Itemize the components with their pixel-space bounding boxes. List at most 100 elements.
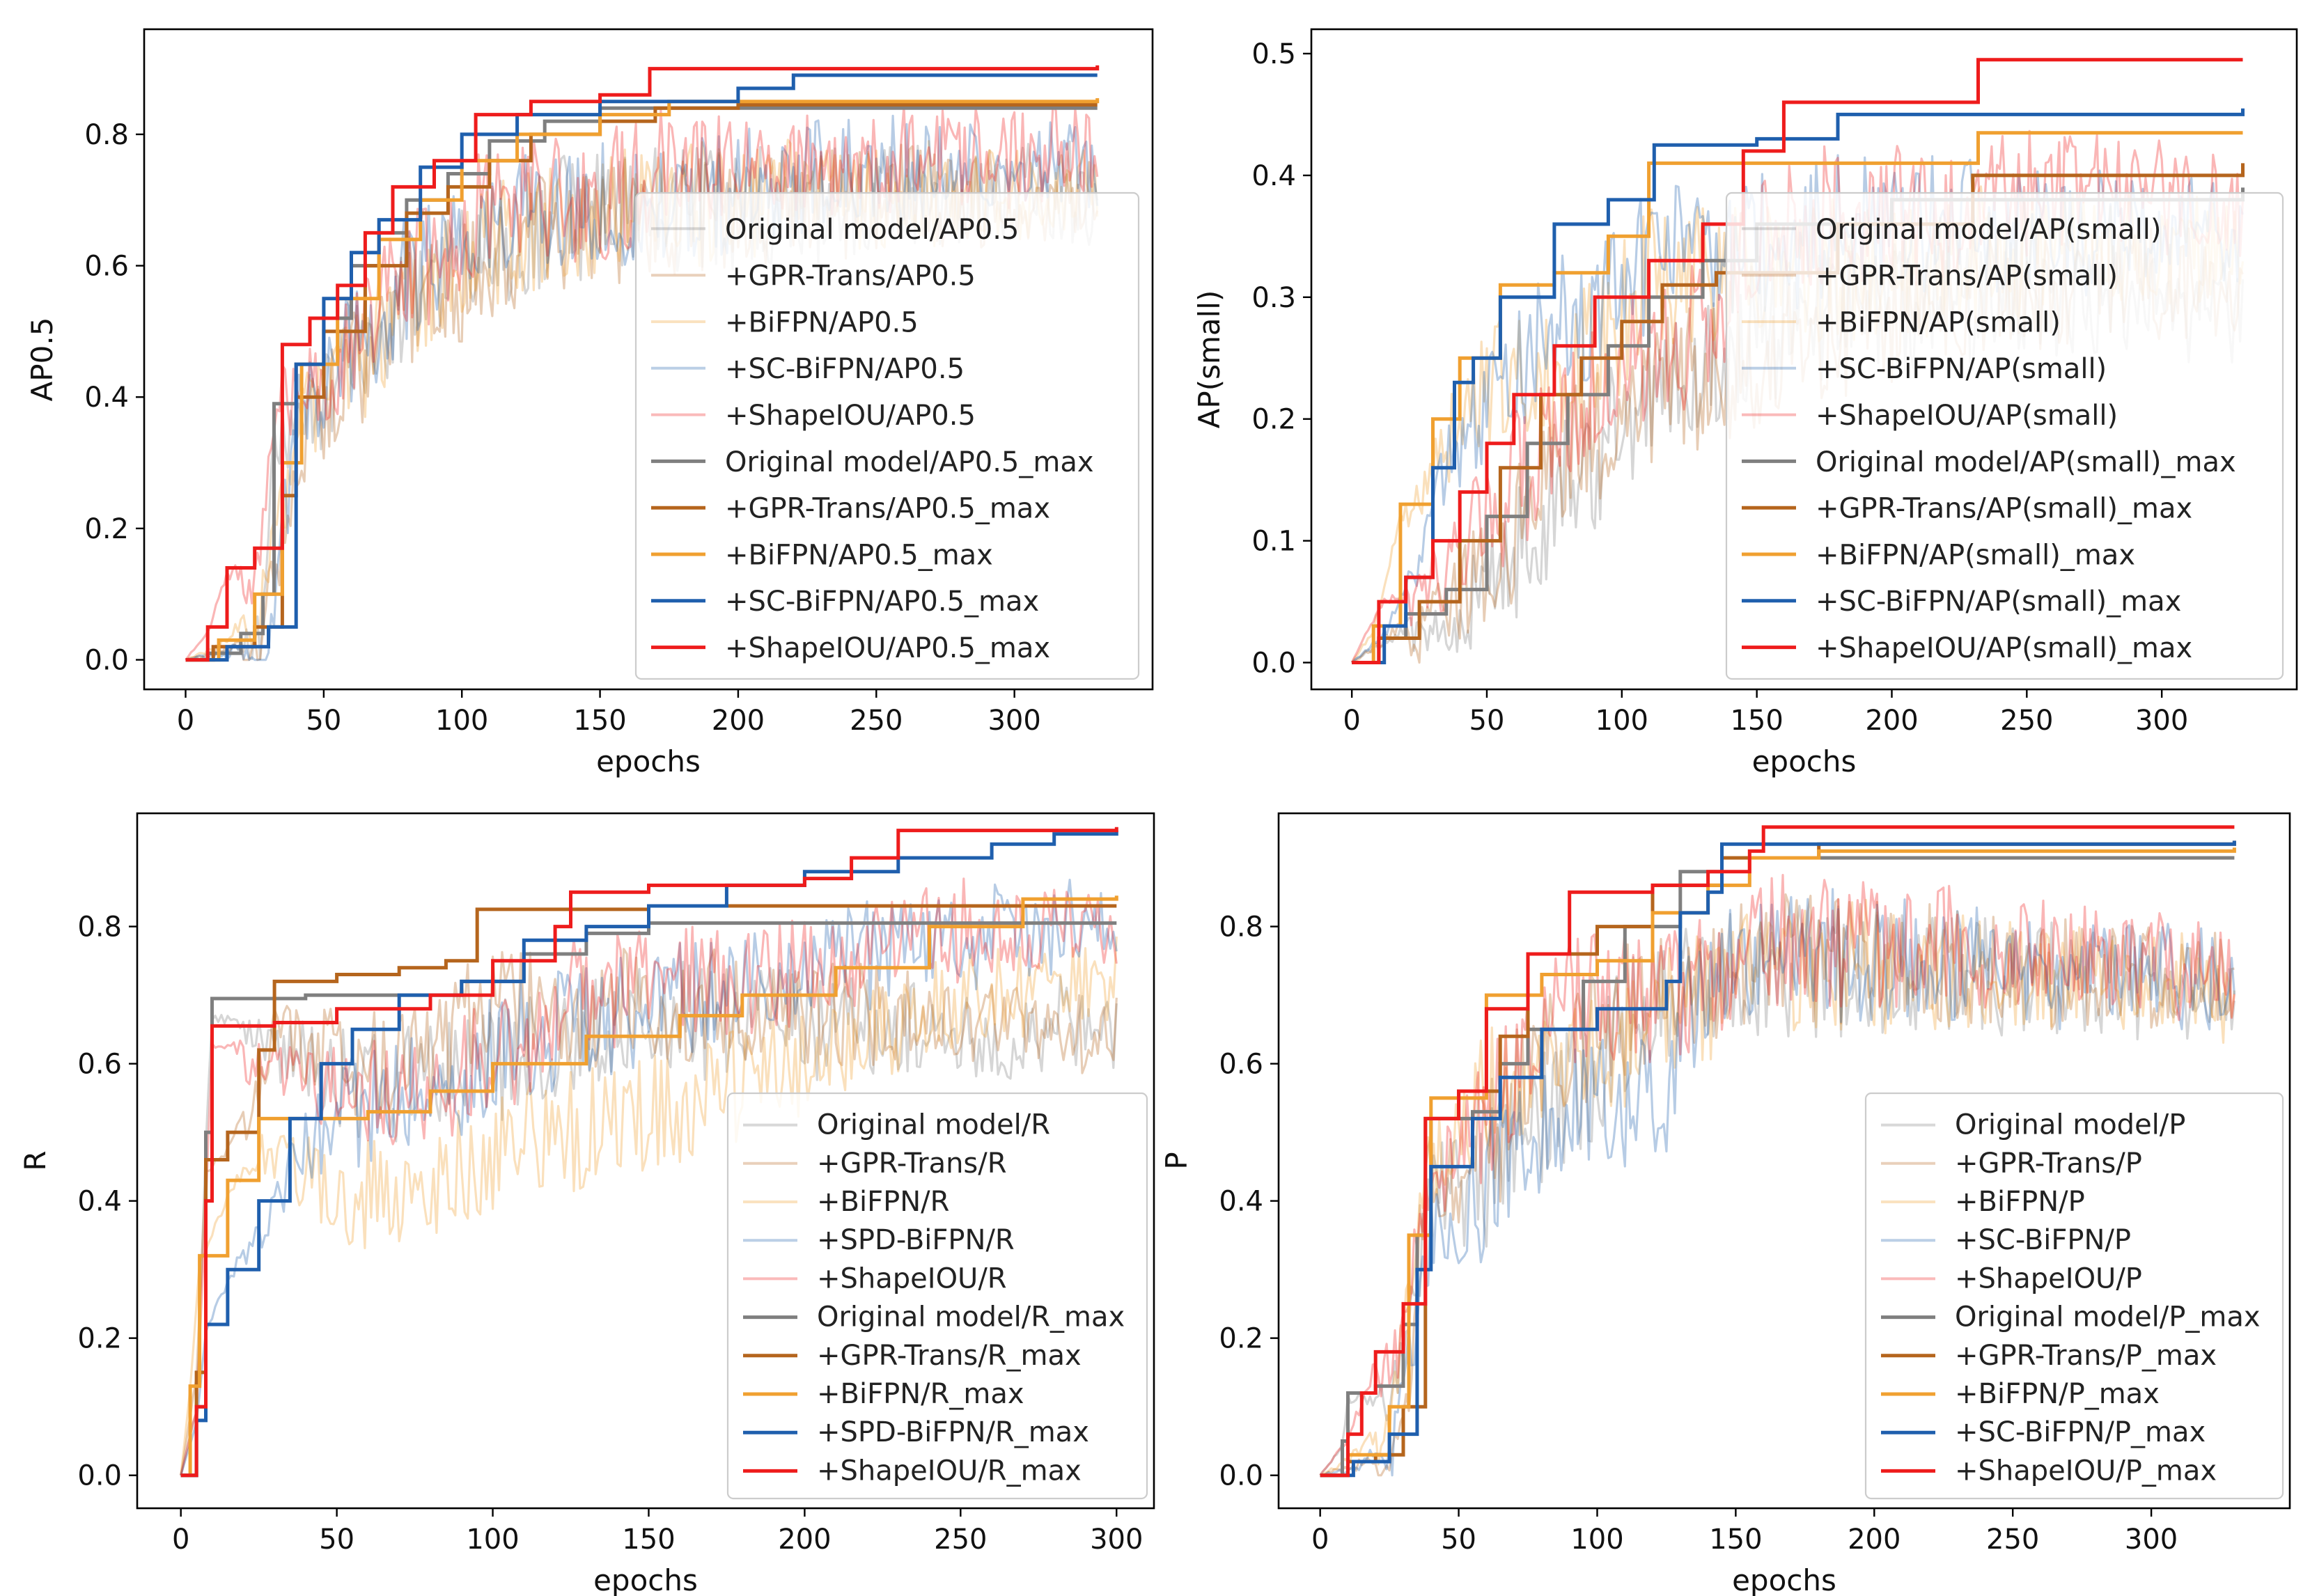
chart-panel-3: 0 50 100 150 200 250 300 0.0 0.2 0.4 0.6 0.8 epochs R… <box>18 812 1155 1596</box>
x-tick-label: 300 <box>988 705 1040 737</box>
x-tick-label: 200 <box>1865 705 1918 737</box>
series-shapeiou-r-max <box>180 827 1118 1478</box>
x-tick-label: 100 <box>1595 705 1648 737</box>
x-tick-label: 200 <box>1848 1524 1901 1556</box>
legend-label: Original model/AP0.5_max <box>725 446 1094 478</box>
series-bifpn-r-max <box>180 895 1118 1478</box>
legend-label: +ShapeIOU/AP(small)_max <box>1816 632 2192 664</box>
y-tick-label: 0.4 <box>84 382 129 414</box>
series-gpr-trans-r <box>180 948 1118 1476</box>
series-shapeiou-p-max <box>1320 825 2235 1478</box>
series-shapeiou-ap-small-max <box>1352 58 2243 664</box>
legend-label: +SC-BiFPN/AP(small)_max <box>1816 586 2181 618</box>
legend-label: +SC-BiFPN/AP(small) <box>1816 353 2107 385</box>
y-tick-label: 0.2 <box>77 1323 122 1355</box>
legend-label: +GPR-Trans/R_max <box>817 1340 1082 1372</box>
y-axis-label: P <box>1160 1152 1194 1169</box>
x-tick-label: 300 <box>2135 705 2188 737</box>
x-tick-label: 150 <box>622 1524 675 1556</box>
y-tick-label: 0.6 <box>84 251 129 283</box>
legend-label: +BiFPN/AP0.5_max <box>725 539 993 571</box>
x-axis-label: epochs <box>1732 1563 1836 1596</box>
x-axis-label: epochs <box>596 744 701 779</box>
legend-label: Original model/R <box>817 1109 1050 1141</box>
plot-area <box>185 65 1100 662</box>
legend-box <box>1864 1092 2284 1500</box>
legend-label: +ShapeIOU/R_max <box>817 1455 1082 1487</box>
x-tick-label: 250 <box>1986 1524 2039 1556</box>
legend: Original model/AP0.5 +GPR-Trans/AP0.5 +BiF… <box>634 191 1140 680</box>
legend-label: Original model/AP(small)_max <box>1816 446 2236 478</box>
y-tick-label: 0.0 <box>77 1460 122 1492</box>
x-tick-label: 0 <box>1311 1524 1329 1556</box>
legend-label: Original model/AP(small) <box>1816 214 2162 246</box>
legend-box <box>1725 191 2284 680</box>
panels: 0 50 100 150 200 250 300 0.0 0.2 0.4 0.6 0.8 epochs A… <box>18 28 2298 1596</box>
y-axis-label: AP(small) <box>1192 290 1226 429</box>
y-axis-label: R <box>18 1150 52 1171</box>
x-tick-label: 0 <box>177 705 194 737</box>
legend-label: +GPR-Trans/AP(small) <box>1816 260 2118 292</box>
legend-label: +SPD-BiFPN/R <box>817 1224 1015 1256</box>
legend: Original model/P +GPR-Trans/P +BiFPN/P +SC-… <box>1864 1092 2284 1500</box>
legend-label: +GPR-Trans/P <box>1955 1148 2142 1180</box>
y-tick-label: 0.8 <box>1219 912 1263 944</box>
y-tick-label: 0.0 <box>84 645 129 677</box>
x-tick-label: 250 <box>2000 705 2053 737</box>
legend-label: +GPR-Trans/P_max <box>1955 1340 2217 1372</box>
legend-label: Original model/P_max <box>1955 1301 2261 1333</box>
x-tick-label: 300 <box>1090 1524 1143 1556</box>
series-sc-bifpn-p-max <box>1320 840 2236 1478</box>
x-tick-label: 250 <box>934 1524 987 1556</box>
legend-label: +GPR-Trans/AP0.5 <box>725 260 976 292</box>
plot-frame <box>143 28 1154 691</box>
legend-label: +ShapeIOU/AP(small) <box>1816 400 2118 432</box>
y-tick-label: 0.2 <box>84 513 129 545</box>
legend-label: +BiFPN/AP(small) <box>1816 306 2061 338</box>
y-tick-label: 0.0 <box>1219 1460 1263 1492</box>
plot-frame <box>1310 28 2298 691</box>
plot-frame <box>136 812 1155 1510</box>
x-tick-label: 150 <box>1709 1524 1762 1556</box>
x-tick-label: 50 <box>1441 1524 1476 1556</box>
legend-label: +GPR-Trans/AP0.5_max <box>725 493 1050 525</box>
x-tick-label: 0 <box>172 1524 189 1556</box>
x-tick-label: 50 <box>306 705 341 737</box>
y-tick-label: 0.4 <box>1251 160 1296 192</box>
y-tick-label: 0.8 <box>84 119 129 151</box>
legend-label: +SPD-BiFPN/R_max <box>817 1416 1089 1448</box>
x-tick-label: 100 <box>1570 1524 1623 1556</box>
x-tick-label: 150 <box>1730 705 1783 737</box>
x-tick-label: 50 <box>319 1524 354 1556</box>
legend-box <box>634 191 1140 680</box>
legend-label: +ShapeIOU/R <box>817 1262 1007 1294</box>
y-tick-label: 0.2 <box>1251 404 1296 436</box>
x-tick-label: 150 <box>573 705 626 737</box>
chart-panel-1: 0 50 100 150 200 250 300 0.0 0.2 0.4 0.6 0.8 epochs A… <box>25 28 1154 779</box>
y-tick-label: 0.6 <box>77 1049 122 1081</box>
y-tick-label: 0.6 <box>1219 1049 1263 1081</box>
x-tick-label: 100 <box>466 1524 519 1556</box>
legend-label: +BiFPN/P_max <box>1955 1378 2160 1410</box>
y-tick-label: 0.2 <box>1219 1323 1263 1355</box>
legend-label: +BiFPN/R_max <box>817 1378 1024 1410</box>
series-original-model-r <box>180 960 1118 1476</box>
legend-label: Original model/AP0.5 <box>725 214 1019 246</box>
legend-label: +ShapeIOU/AP0.5 <box>725 400 976 432</box>
plot-area <box>1319 825 2236 1478</box>
x-tick-label: 50 <box>1469 705 1505 737</box>
legend-label: +ShapeIOU/P_max <box>1955 1455 2217 1487</box>
y-tick-label: 0.1 <box>1251 526 1296 558</box>
x-tick-label: 200 <box>712 705 765 737</box>
y-axis-label: AP0.5 <box>25 318 59 402</box>
legend: Original model/R +GPR-Trans/R +BiFPN/R +SPD… <box>726 1092 1148 1500</box>
y-tick-label: 0.5 <box>1251 38 1296 70</box>
legend-label: +SC-BiFPN/AP0.5 <box>725 353 965 385</box>
y-tick-label: 0.4 <box>1219 1186 1263 1218</box>
x-tick-label: 200 <box>778 1524 831 1556</box>
legend-label: +BiFPN/P <box>1955 1186 2085 1218</box>
x-axis-label: epochs <box>1752 744 1857 779</box>
x-tick-label: 300 <box>2125 1524 2178 1556</box>
legend: Original model/AP(small) +GPR-Trans/AP(sm… <box>1725 191 2284 680</box>
